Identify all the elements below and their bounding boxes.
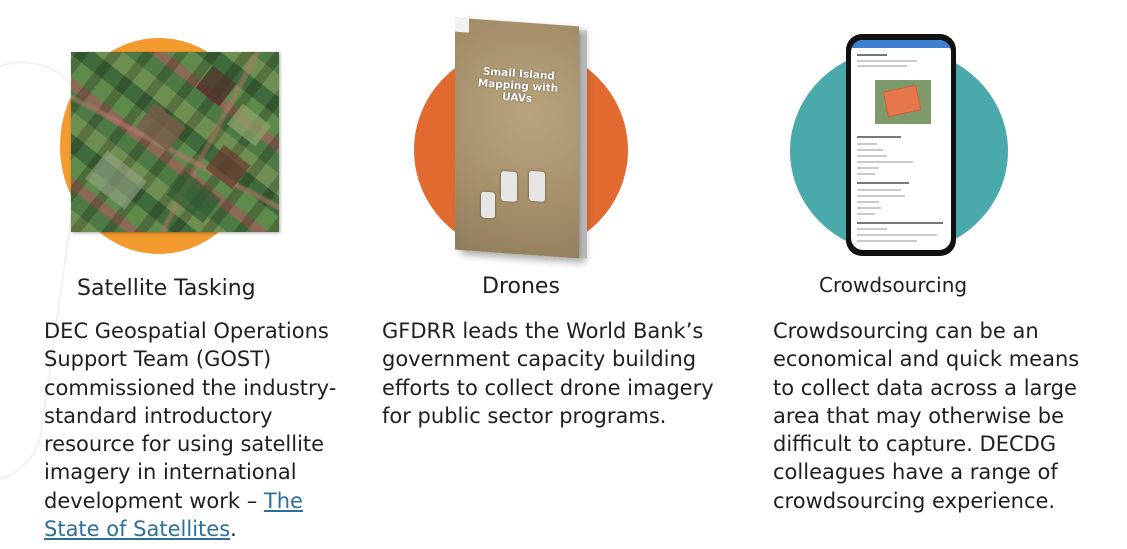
car-shape — [501, 170, 517, 202]
crowdsourcing-line: colleagues have a range of — [773, 460, 1058, 485]
satellite-line: resource for using satellite — [44, 432, 325, 457]
book-title: Small Island Mapping with UAVs — [477, 65, 559, 106]
crowdsourcing-description: Crowdsourcing can be an economical and q… — [773, 317, 1113, 515]
phone-status-bar — [851, 40, 951, 48]
satellite-line: Support Team (GOST) — [44, 347, 272, 372]
satellite-line: DEC Geospatial Operations — [44, 319, 329, 343]
crowdsourcing-line: to collect data across a large — [773, 375, 1077, 400]
book-cover — [455, 17, 579, 259]
period: . — [230, 517, 237, 542]
drones-line: efforts to collect drone imagery — [382, 375, 714, 400]
crowdsourcing-line: difficult to capture. DECDG — [773, 432, 1057, 457]
crowdsourcing-line: area that may otherwise be — [773, 403, 1064, 428]
state-of-satellites-link[interactable]: The — [263, 488, 303, 513]
satellite-line: standard introductory — [44, 403, 273, 428]
drones-description: GFDRR leads the World Bank’s government … — [382, 317, 732, 430]
satellite-image — [71, 52, 279, 232]
satellite-line: development work – The — [44, 487, 364, 515]
crowdsourcing-heading: Crowdsourcing — [819, 273, 968, 297]
drones-line: GFDRR leads the World Bank’s — [382, 319, 704, 343]
state-of-satellites-link[interactable]: State of Satellites — [44, 517, 231, 542]
drones-heading: Drones — [482, 274, 560, 299]
satellite-line: State of Satellites. — [44, 515, 364, 543]
satellite-line: commissioned the industry- — [44, 375, 337, 400]
satellite-heading: Satellite Tasking — [77, 276, 256, 301]
book-corner-logo — [455, 17, 469, 33]
crowdsourcing-line: economical and quick means — [773, 347, 1080, 372]
crowdsourcing-line: Crowdsourcing can be an — [773, 319, 1039, 343]
drones-line: government capacity building — [382, 347, 697, 372]
phone-screen — [851, 40, 951, 250]
car-shape — [529, 170, 545, 202]
crowdsourcing-line: crowdsourcing experience. — [773, 488, 1056, 513]
drones-line: for public sector programs. — [382, 403, 667, 428]
satellite-line: imagery in international — [44, 460, 297, 485]
satellite-description: DEC Geospatial Operations Support Team (… — [44, 317, 364, 543]
car-shape — [481, 191, 495, 219]
roof-photo — [875, 80, 931, 124]
roof-shape — [882, 84, 922, 118]
satellite-line-text: development work – — [44, 488, 264, 513]
